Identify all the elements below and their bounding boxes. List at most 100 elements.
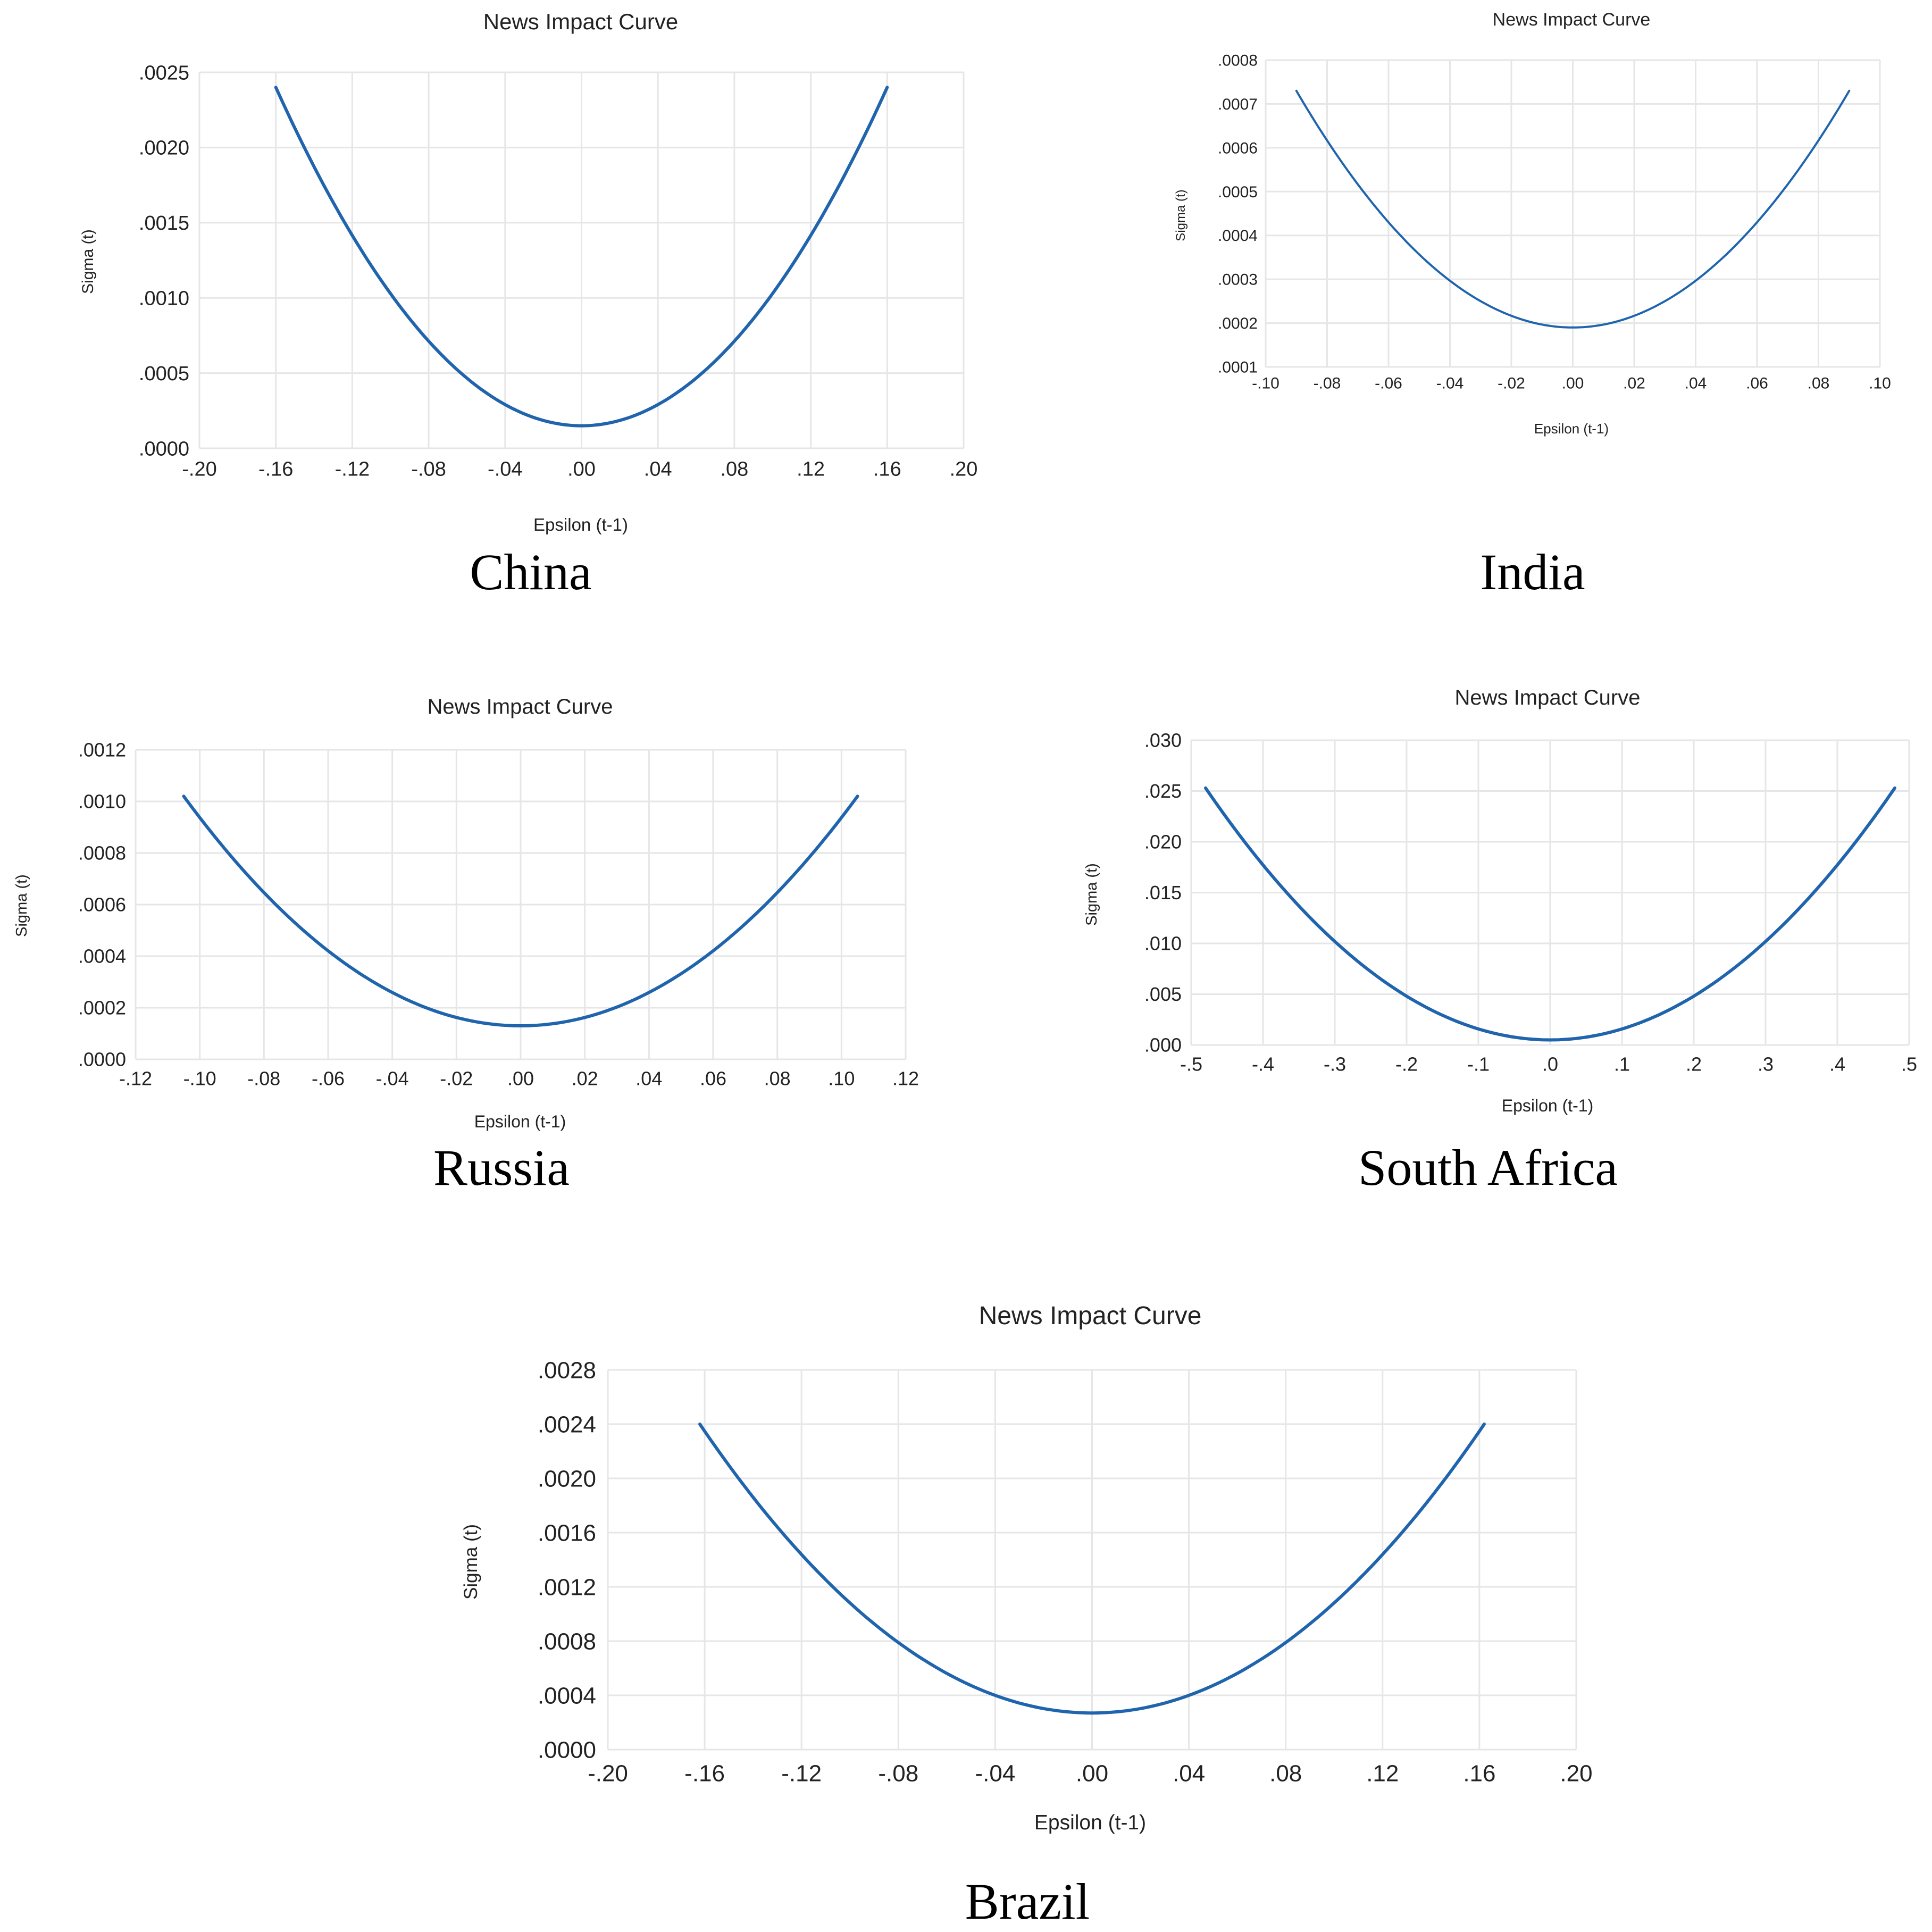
y-axis-label-india: Sigma (t) xyxy=(1174,189,1188,241)
x-tick-label-brazil-4: -.04 xyxy=(975,1760,1015,1786)
y-axis-label-south-africa: Sigma (t) xyxy=(1083,863,1100,926)
x-tick-label-russia-4: -.04 xyxy=(376,1068,409,1090)
y-tick-label-india-3: .0004 xyxy=(1218,227,1258,245)
x-tick-label-china-5: .00 xyxy=(567,458,596,480)
x-tick-label-south-africa-1: -.4 xyxy=(1252,1053,1274,1075)
chart-title-brazil: News Impact Curve xyxy=(979,1302,1202,1330)
x-tick-label-brazil-0: -.20 xyxy=(588,1760,628,1786)
x-tick-label-south-africa-7: .2 xyxy=(1686,1053,1702,1075)
x-tick-label-south-africa-4: -.1 xyxy=(1467,1053,1490,1075)
x-tick-label-brazil-1: -.16 xyxy=(684,1760,725,1786)
x-tick-label-south-africa-9: .4 xyxy=(1829,1053,1845,1075)
x-tick-label-india-0: -.10 xyxy=(1252,375,1279,392)
x-tick-label-china-4: -.04 xyxy=(488,458,522,480)
x-tick-label-india-4: -.02 xyxy=(1498,375,1525,392)
x-tick-label-south-africa-3: -.2 xyxy=(1395,1053,1418,1075)
x-tick-label-india-7: .04 xyxy=(1685,375,1707,392)
x-tick-label-russia-3: -.06 xyxy=(312,1068,345,1090)
caption-russia: Russia xyxy=(433,1139,570,1196)
y-axis-label-russia: Sigma (t) xyxy=(13,874,30,937)
x-tick-label-india-9: .08 xyxy=(1808,375,1830,392)
x-axis-label-russia: Epsilon (t-1) xyxy=(474,1112,566,1131)
caption-brazil: Brazil xyxy=(965,1873,1090,1930)
y-tick-label-india-0: .0001 xyxy=(1218,359,1258,377)
y-tick-label-china-3: .0015 xyxy=(139,212,189,235)
x-tick-label-india-5: .00 xyxy=(1562,375,1584,392)
x-tick-label-russia-6: .00 xyxy=(507,1068,534,1090)
y-tick-label-india-1: .0002 xyxy=(1218,315,1258,332)
y-tick-label-china-0: .0000 xyxy=(139,438,189,460)
y-tick-label-china-2: .0010 xyxy=(139,288,189,310)
x-tick-label-india-6: .02 xyxy=(1623,375,1645,392)
x-tick-label-china-8: .12 xyxy=(797,458,825,480)
x-axis-label-china: Epsilon (t-1) xyxy=(533,515,628,534)
y-tick-label-russia-6: .0012 xyxy=(78,739,126,761)
y-tick-label-south-africa-3: .015 xyxy=(1144,882,1182,904)
gridlines-south-africa xyxy=(1190,739,1910,1046)
x-tick-label-brazil-5: .00 xyxy=(1076,1760,1108,1786)
x-tick-label-china-1: -.16 xyxy=(258,458,293,480)
x-tick-label-russia-1: -.10 xyxy=(183,1068,216,1090)
x-tick-label-india-3: -.04 xyxy=(1436,375,1464,392)
x-tick-label-russia-12: .12 xyxy=(892,1068,919,1090)
series-line-india-0 xyxy=(1295,89,1851,329)
x-tick-label-china-3: -.08 xyxy=(411,458,446,480)
x-tick-label-russia-9: .06 xyxy=(700,1068,726,1090)
x-tick-label-china-6: .04 xyxy=(644,458,672,480)
x-tick-label-south-africa-5: .0 xyxy=(1542,1053,1558,1075)
y-tick-label-china-5: .0025 xyxy=(139,62,189,84)
caption-china: China xyxy=(470,543,592,600)
y-tick-label-russia-4: .0008 xyxy=(78,842,126,864)
x-tick-label-china-0: -.20 xyxy=(182,458,216,480)
x-tick-label-south-africa-10: .5 xyxy=(1901,1053,1917,1075)
x-tick-label-india-10: .10 xyxy=(1869,375,1891,392)
y-tick-label-india-7: .0008 xyxy=(1218,52,1258,70)
x-tick-label-china-9: .16 xyxy=(873,458,901,480)
caption-india: India xyxy=(1480,543,1585,600)
y-tick-label-south-africa-4: .020 xyxy=(1144,831,1182,853)
y-tick-label-china-4: .0020 xyxy=(139,137,189,160)
x-axis-label-india: Epsilon (t-1) xyxy=(1534,421,1609,437)
gridlines-brazil xyxy=(607,1369,1577,1751)
x-tick-label-russia-8: .04 xyxy=(635,1068,662,1090)
y-tick-label-brazil-4: .0016 xyxy=(538,1520,596,1546)
x-tick-label-russia-11: .10 xyxy=(828,1068,855,1090)
y-tick-label-india-5: .0006 xyxy=(1218,139,1258,157)
y-tick-label-india-6: .0007 xyxy=(1218,96,1258,113)
x-tick-label-brazil-2: -.12 xyxy=(781,1760,822,1786)
x-axis-label-brazil: Epsilon (t-1) xyxy=(1034,1811,1146,1834)
x-tick-label-china-7: .08 xyxy=(720,458,748,480)
x-tick-label-china-10: .20 xyxy=(950,458,978,480)
x-tick-label-south-africa-0: -.5 xyxy=(1180,1053,1202,1075)
series-line-south-africa-0 xyxy=(1204,786,1896,1042)
y-tick-label-south-africa-2: .010 xyxy=(1144,933,1182,955)
x-tick-label-russia-10: .08 xyxy=(764,1068,791,1090)
y-tick-label-brazil-2: .0008 xyxy=(538,1628,596,1654)
chart-title-south-africa: News Impact Curve xyxy=(1455,686,1641,709)
y-tick-label-india-4: .0005 xyxy=(1218,183,1258,201)
x-tick-label-brazil-7: .08 xyxy=(1269,1760,1302,1786)
y-tick-label-russia-2: .0004 xyxy=(78,946,126,967)
x-tick-label-india-2: -.06 xyxy=(1375,375,1402,392)
x-tick-label-brazil-10: .20 xyxy=(1560,1760,1592,1786)
y-axis-label-china: Sigma (t) xyxy=(79,229,97,294)
x-tick-label-brazil-3: -.08 xyxy=(878,1760,918,1786)
x-tick-label-russia-2: -.08 xyxy=(247,1068,280,1090)
x-tick-label-brazil-9: .16 xyxy=(1463,1760,1495,1786)
x-tick-label-brazil-8: .12 xyxy=(1366,1760,1399,1786)
x-tick-label-brazil-6: .04 xyxy=(1173,1760,1205,1786)
y-tick-label-brazil-7: .0028 xyxy=(538,1357,596,1383)
x-tick-label-russia-5: -.02 xyxy=(440,1068,473,1090)
gridlines-china xyxy=(198,71,965,449)
x-axis-label-south-africa: Epsilon (t-1) xyxy=(1502,1096,1594,1115)
y-tick-label-russia-5: .0010 xyxy=(78,791,126,813)
x-tick-label-russia-0: -.12 xyxy=(119,1068,152,1090)
x-tick-label-russia-7: .02 xyxy=(572,1068,598,1090)
x-tick-label-china-2: -.12 xyxy=(335,458,370,480)
y-tick-label-south-africa-6: .030 xyxy=(1144,730,1182,751)
y-tick-label-brazil-0: .0000 xyxy=(538,1737,596,1763)
gridlines-russia xyxy=(135,749,907,1060)
